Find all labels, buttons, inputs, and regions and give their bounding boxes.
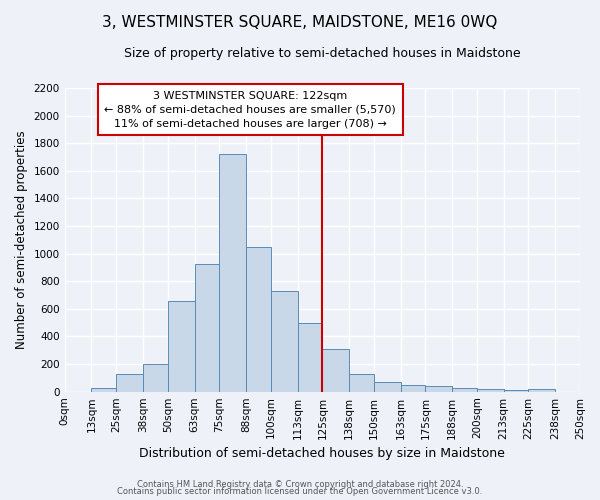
Bar <box>271 291 298 392</box>
Text: Contains public sector information licensed under the Open Government Licence v3: Contains public sector information licen… <box>118 488 482 496</box>
Bar <box>477 389 504 392</box>
Bar <box>529 389 555 392</box>
Bar <box>504 390 529 392</box>
X-axis label: Distribution of semi-detached houses by size in Maidstone: Distribution of semi-detached houses by … <box>139 447 505 460</box>
Bar <box>116 374 143 392</box>
Bar <box>246 247 271 392</box>
Bar <box>143 364 168 392</box>
Bar <box>374 382 401 392</box>
Text: 3, WESTMINSTER SQUARE, MAIDSTONE, ME16 0WQ: 3, WESTMINSTER SQUARE, MAIDSTONE, ME16 0… <box>103 15 497 30</box>
Bar <box>219 154 246 392</box>
Bar <box>349 374 374 392</box>
Y-axis label: Number of semi-detached properties: Number of semi-detached properties <box>15 130 28 349</box>
Bar <box>452 388 477 392</box>
Bar <box>194 264 219 392</box>
Title: Size of property relative to semi-detached houses in Maidstone: Size of property relative to semi-detach… <box>124 48 521 60</box>
Bar <box>91 388 116 392</box>
Bar <box>322 349 349 392</box>
Text: Contains HM Land Registry data © Crown copyright and database right 2024.: Contains HM Land Registry data © Crown c… <box>137 480 463 489</box>
Bar <box>425 386 452 392</box>
Bar <box>401 386 425 392</box>
Text: 3 WESTMINSTER SQUARE: 122sqm
← 88% of semi-detached houses are smaller (5,570)
1: 3 WESTMINSTER SQUARE: 122sqm ← 88% of se… <box>104 91 396 129</box>
Bar <box>298 322 322 392</box>
Bar <box>168 300 194 392</box>
